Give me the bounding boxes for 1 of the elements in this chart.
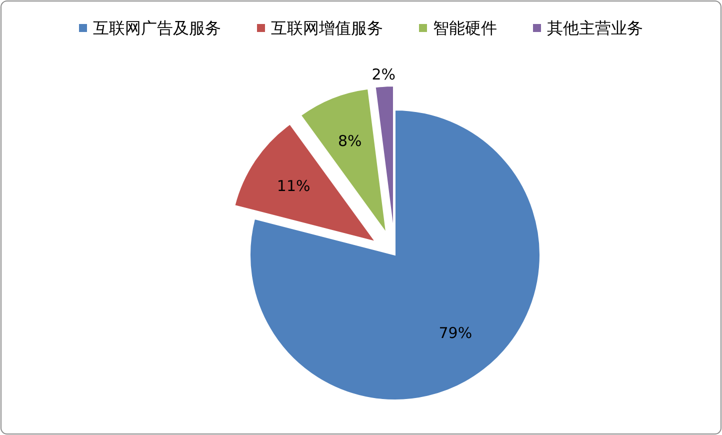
legend-label: 智能硬件	[433, 18, 497, 38]
